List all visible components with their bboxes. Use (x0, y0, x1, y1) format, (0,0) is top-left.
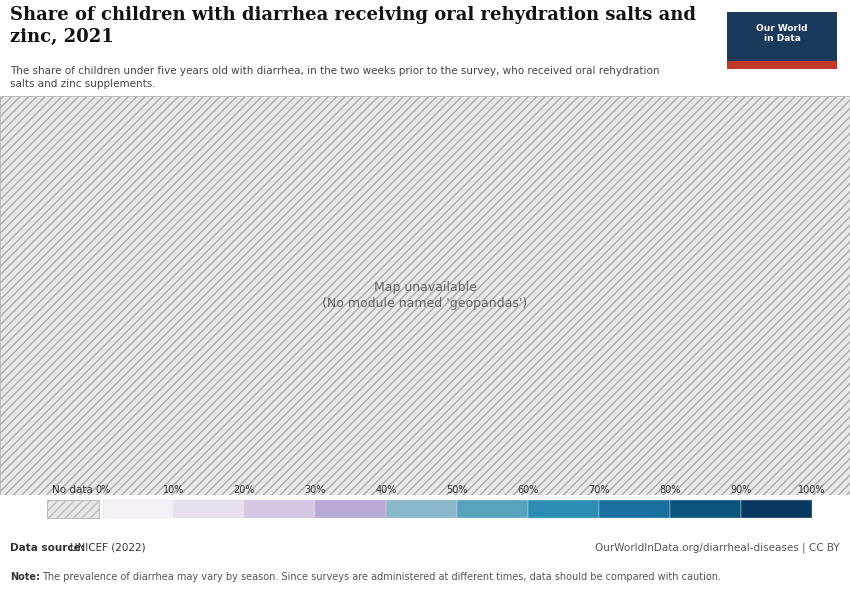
Text: UNICEF (2022): UNICEF (2022) (70, 543, 145, 553)
Bar (599, 500, 670, 518)
Bar (103, 500, 173, 518)
Bar (457, 500, 528, 518)
Text: 50%: 50% (446, 485, 468, 495)
Bar (315, 500, 386, 518)
Text: 10%: 10% (163, 485, 184, 495)
Bar (670, 500, 741, 518)
Bar (386, 500, 457, 518)
Text: The prevalence of diarrhea may vary by season. Since surveys are administered at: The prevalence of diarrhea may vary by s… (42, 572, 721, 582)
Text: 100%: 100% (798, 485, 825, 495)
Bar (245, 500, 315, 518)
Bar (47, 500, 99, 518)
Text: 30%: 30% (304, 485, 326, 495)
Text: Map unavailable
(No module named 'geopandas'): Map unavailable (No module named 'geopan… (322, 281, 528, 310)
Text: No data: No data (53, 485, 94, 495)
Text: Our World
in Data: Our World in Data (756, 24, 808, 43)
Text: Note:: Note: (10, 572, 40, 582)
Bar (741, 500, 812, 518)
Text: 40%: 40% (376, 485, 397, 495)
Text: Data source:: Data source: (10, 543, 85, 553)
Text: The share of children under five years old with diarrhea, in the two weeks prior: The share of children under five years o… (10, 65, 660, 89)
Text: 70%: 70% (588, 485, 609, 495)
Bar (727, 61, 837, 69)
Text: Share of children with diarrhea receiving oral rehydration salts and
zinc, 2021: Share of children with diarrhea receivin… (10, 6, 696, 46)
Text: 90%: 90% (730, 485, 751, 495)
Bar (173, 500, 245, 518)
Text: 0%: 0% (95, 485, 110, 495)
Text: 80%: 80% (660, 485, 681, 495)
Bar (727, 12, 837, 61)
Text: OurWorldInData.org/diarrheal-diseases | CC BY: OurWorldInData.org/diarrheal-diseases | … (595, 543, 840, 553)
Bar (47, 500, 99, 518)
Bar (528, 500, 599, 518)
Text: 60%: 60% (518, 485, 539, 495)
Text: 20%: 20% (234, 485, 255, 495)
